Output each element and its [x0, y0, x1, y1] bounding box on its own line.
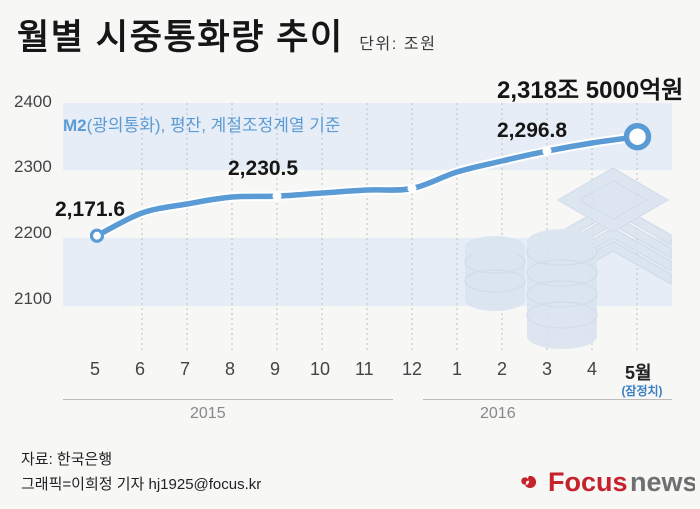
svg-text:news: news: [630, 467, 695, 497]
svg-text:Focus: Focus: [548, 467, 628, 497]
